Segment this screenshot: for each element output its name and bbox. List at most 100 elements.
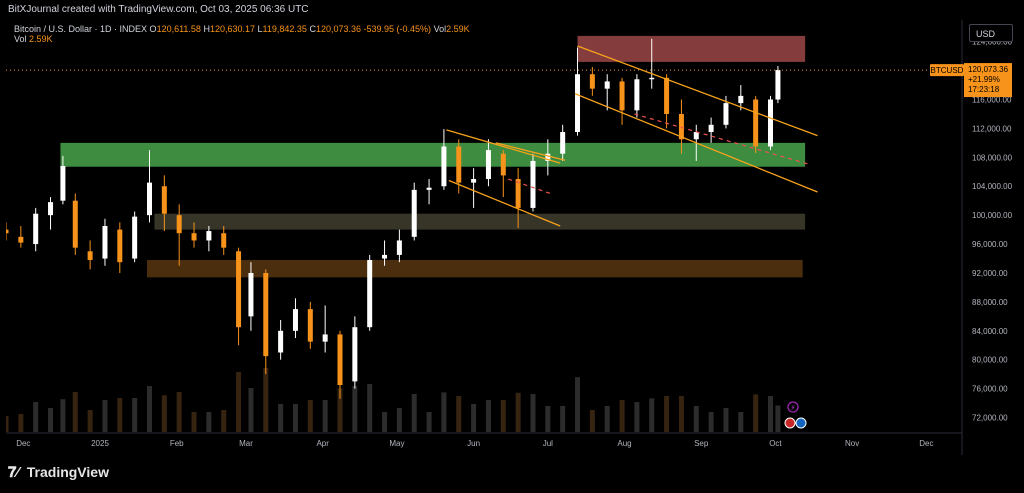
volume-bar <box>411 394 417 432</box>
volume-bar <box>753 394 759 432</box>
candle-body <box>753 99 759 147</box>
chart-area[interactable]: 124,000.00120,000.00116,000.00112,000.00… <box>3 20 1018 455</box>
candle-body <box>191 233 197 241</box>
symbol-line: Bitcoin / U.S. Dollar · 1D · INDEX <box>14 24 148 34</box>
volume-bar <box>221 410 227 432</box>
trendline <box>446 129 561 164</box>
open-label: O <box>149 24 157 34</box>
candle-body <box>441 146 447 187</box>
symbol-tag <box>930 64 964 77</box>
zone-support <box>60 142 806 167</box>
candle-body <box>221 233 227 248</box>
candle-body <box>411 189 417 237</box>
zone-support <box>147 259 803 278</box>
volume-bar <box>292 404 298 432</box>
candle-body <box>382 254 388 259</box>
dashed-line <box>634 113 811 166</box>
candle-body <box>649 77 655 80</box>
candle-body <box>723 103 729 125</box>
volume-bar <box>48 408 54 432</box>
trendline <box>577 45 818 137</box>
vol-label: Vol <box>433 24 447 34</box>
candle-body <box>292 309 298 331</box>
candle-body <box>176 215 182 234</box>
chart-credit: BitXJournal created with TradingView.com… <box>8 4 309 15</box>
volume-bar <box>367 384 373 432</box>
volume-bar <box>33 402 39 432</box>
time-tick-label: 2025 <box>91 439 109 448</box>
candle-body <box>307 309 313 342</box>
volume-bar <box>560 406 566 432</box>
price-tag-change: +21.99% <box>968 75 1000 84</box>
candle-body <box>48 202 54 216</box>
candle-body <box>18 236 24 243</box>
volume-bar <box>191 412 197 432</box>
volume-bar <box>161 395 167 432</box>
price-tick-label: 96,000.00 <box>972 240 1008 249</box>
time-axis: Dec 2025 Feb Mar Apr May Jun Jul Aug Sep Oct Nov Dec <box>16 439 933 448</box>
zone-support <box>154 213 806 230</box>
volume-bar <box>382 412 388 432</box>
price-tag-price: 120,073.36 <box>968 65 1009 74</box>
volume-bar <box>485 400 491 432</box>
volume-bar <box>575 377 581 432</box>
volume-bar <box>278 404 284 432</box>
change-value: -539.95 (-0.45%) <box>363 24 432 34</box>
volume-bar <box>117 398 123 432</box>
candle-body <box>352 327 358 382</box>
candle-body <box>322 334 328 342</box>
brand-bar: 𝟕⁄ TradingView <box>0 455 1024 493</box>
price-chart[interactable]: 124,000.00120,000.00116,000.00112,000.00… <box>3 20 1018 455</box>
candle-body <box>708 124 714 133</box>
price-tag-box <box>964 63 1012 98</box>
volume-bar <box>72 392 78 432</box>
symbol-tag-label: BTCUSD <box>931 66 964 75</box>
candle-body <box>396 240 402 255</box>
volume-bar <box>102 400 108 432</box>
volume-bar <box>337 388 343 432</box>
price-tick-label: 104,000.00 <box>972 182 1013 191</box>
candle-body <box>664 77 670 114</box>
trendline <box>495 142 566 161</box>
lightning-icon <box>787 401 799 413</box>
candle-body <box>146 182 152 216</box>
volume-bar <box>206 412 212 432</box>
volume-bar <box>176 392 182 432</box>
price-tick-label: 92,000.00 <box>972 269 1008 278</box>
candle-body <box>604 81 610 89</box>
volume-bar <box>738 412 744 432</box>
event-icons: ⚡ <box>784 401 807 429</box>
volume-layer <box>3 368 781 432</box>
candle-body <box>471 179 477 183</box>
candle-body <box>367 259 373 328</box>
volume-bar <box>500 400 506 432</box>
dashed-line <box>508 178 551 195</box>
candle-body <box>263 272 269 357</box>
volume-bar <box>678 396 684 432</box>
price-tick-label: 76,000.00 <box>972 385 1008 394</box>
candle-body <box>102 226 108 259</box>
vol-value: 2.59K <box>446 24 470 34</box>
volume-bar <box>723 408 729 432</box>
price-tick-label: 88,000.00 <box>972 298 1008 307</box>
volume-bar <box>649 398 655 432</box>
tradingview-logo[interactable]: 𝟕⁄ TradingView <box>8 464 109 481</box>
time-tick-label: Feb <box>170 439 184 448</box>
candle-body <box>60 166 66 201</box>
volume-bar <box>441 392 447 432</box>
volume-bar <box>322 400 328 432</box>
price-tick-label: 80,000.00 <box>972 356 1008 365</box>
candle-body <box>485 150 491 180</box>
candle-body <box>545 153 551 161</box>
candle-body <box>500 153 506 176</box>
volume-bar <box>426 412 432 432</box>
candle-body <box>132 216 138 259</box>
currency-button[interactable]: USD <box>969 24 1013 42</box>
volume-bar <box>693 406 699 432</box>
chart-legend: Bitcoin / U.S. Dollar · 1D · INDEX O120,… <box>14 24 470 44</box>
price-tick-label: 100,000.00 <box>972 211 1013 220</box>
low-label: L <box>257 24 263 34</box>
candle-body <box>248 272 254 317</box>
candle-body <box>515 179 521 208</box>
volume-bar <box>619 400 625 432</box>
